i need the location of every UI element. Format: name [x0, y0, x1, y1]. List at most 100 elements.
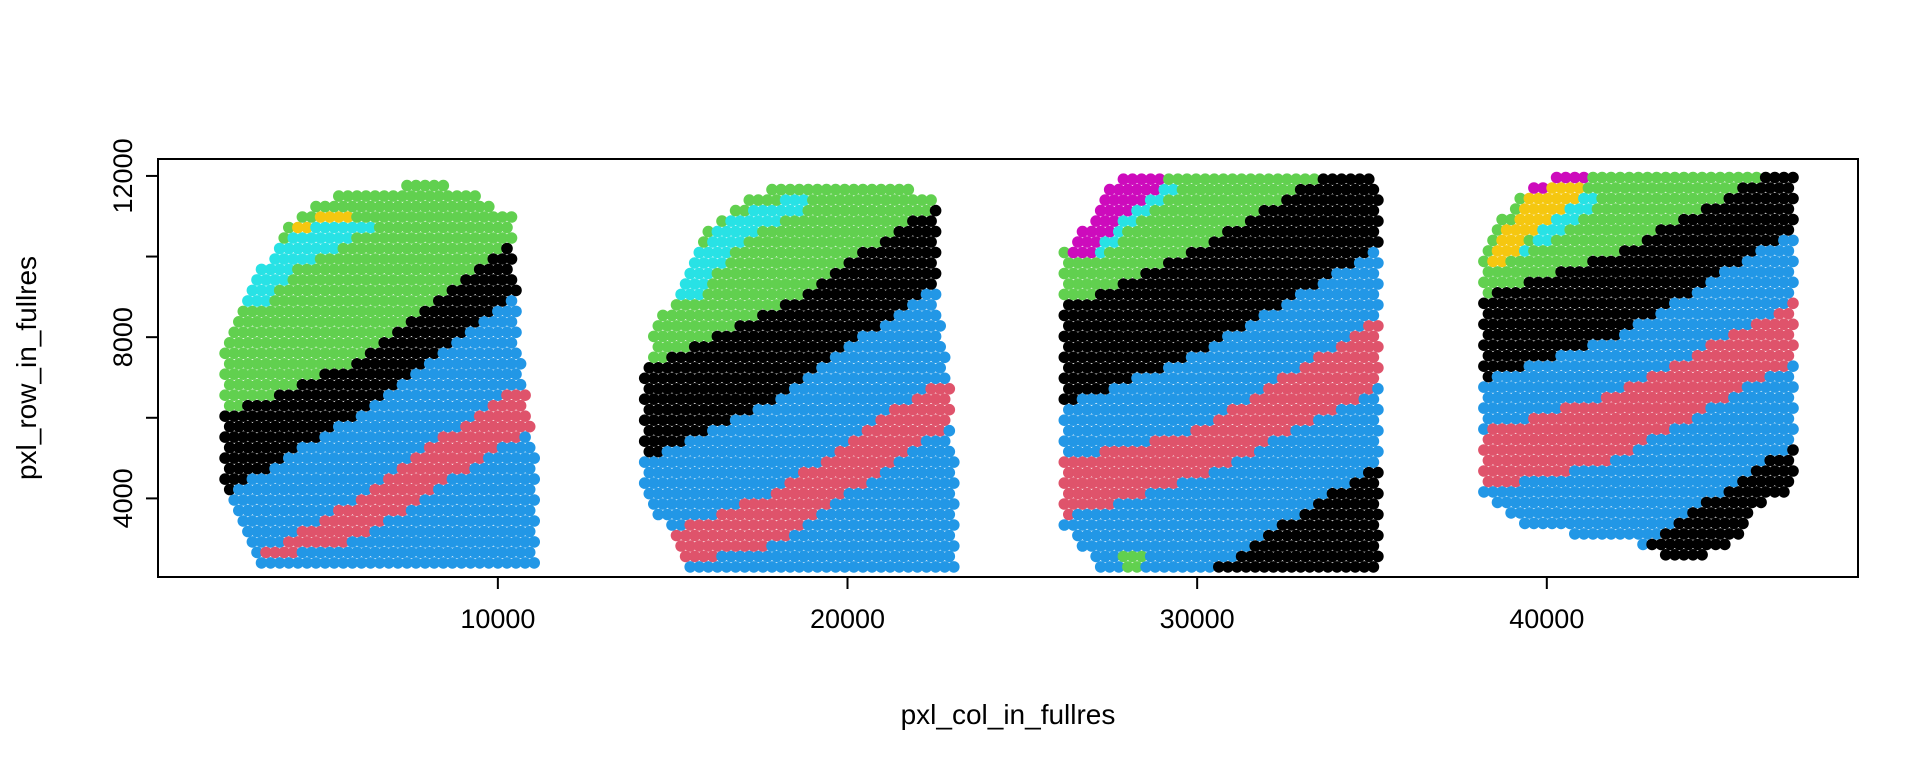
spot-point: [237, 368, 250, 381]
spot-point: [451, 274, 463, 286]
spot-point: [273, 494, 286, 506]
spot-point: [319, 263, 331, 276]
spot-point: [246, 389, 259, 402]
spot-point: [355, 452, 368, 464]
spot-point: [496, 316, 509, 328]
spot-point: [460, 483, 472, 496]
spot-point: [501, 263, 513, 276]
spot-point: [492, 305, 504, 318]
spot-point: [351, 316, 363, 328]
spot-point: [1372, 299, 1384, 311]
spot-point: [396, 211, 409, 223]
spot-point: [373, 200, 386, 213]
spot-point: [510, 389, 522, 402]
spot-point: [383, 200, 395, 213]
spot-point: [342, 190, 354, 202]
spot-point: [446, 410, 459, 423]
spot-point: [451, 295, 463, 307]
spot-point: [264, 263, 277, 276]
spot-point: [351, 483, 363, 496]
spot-point: [296, 253, 309, 265]
spot-point: [1372, 341, 1384, 353]
spot-point: [283, 326, 295, 339]
spot-point: [283, 557, 295, 569]
spot-point: [496, 358, 509, 370]
spot-point: [283, 515, 295, 527]
spot-point: [428, 347, 441, 360]
spot-point: [364, 347, 377, 360]
spot-point: [505, 211, 518, 223]
spot-point: [223, 337, 236, 349]
spot-point: [510, 410, 522, 423]
spot-point: [396, 546, 409, 559]
spot-point: [433, 462, 445, 475]
spot-point: [323, 525, 336, 538]
spot-point: [283, 389, 295, 402]
spot-point: [246, 347, 259, 360]
spot-point: [378, 253, 391, 265]
spot-point: [242, 316, 254, 328]
spot-point: [483, 452, 495, 464]
spot-point: [496, 441, 509, 454]
spot-point: [242, 483, 254, 496]
spot-point: [383, 347, 395, 360]
spot-point: [310, 263, 322, 276]
spot-point: [419, 179, 431, 192]
spot-point: [351, 420, 363, 433]
spot-point: [410, 452, 422, 464]
spot-point: [455, 221, 468, 234]
spot-point: [319, 452, 331, 464]
spot-point: [223, 358, 236, 370]
spot-point: [392, 473, 404, 485]
spot-point: [469, 358, 481, 370]
spot-point: [934, 320, 946, 332]
spot-point: [360, 462, 372, 475]
spot-point: [473, 326, 486, 339]
spot-point: [410, 284, 422, 297]
spot-point: [473, 431, 486, 443]
spot-point: [455, 536, 468, 548]
spot-point: [342, 232, 354, 244]
spot-point: [283, 410, 295, 423]
spot-point: [419, 221, 431, 234]
spot-point: [269, 462, 281, 475]
spot-point: [442, 295, 454, 307]
spot-point: [1367, 309, 1380, 322]
spot-point: [242, 441, 254, 454]
spot-point: [405, 399, 418, 412]
spot-point: [387, 211, 400, 223]
spot-point: [355, 473, 368, 485]
spot-point: [757, 561, 769, 573]
spot-point: [378, 274, 391, 286]
spot-point: [314, 378, 327, 391]
spot-point: [451, 232, 463, 244]
spot-point: [296, 399, 309, 412]
spot-point: [310, 410, 322, 423]
spot-point: [1782, 182, 1795, 194]
spot-point: [528, 557, 540, 569]
spot-point: [287, 295, 300, 307]
spot-point: [505, 504, 518, 517]
spot-point: [310, 200, 322, 213]
spot-point: [492, 326, 504, 339]
spot-point: [319, 410, 331, 423]
spot-point: [405, 295, 418, 307]
spot-point: [943, 487, 956, 500]
spot-point: [405, 525, 418, 538]
spot-point: [346, 200, 359, 213]
spot-point: [314, 211, 327, 223]
spot-point: [460, 358, 472, 370]
spot-point: [442, 190, 454, 202]
spot-point: [246, 515, 259, 527]
spot-point: [328, 347, 341, 360]
spot-point: [523, 462, 536, 475]
spot-point: [1367, 372, 1380, 385]
spot-point: [396, 462, 409, 475]
spot-point: [392, 452, 404, 464]
spot-point: [260, 546, 272, 559]
spot-point: [373, 452, 386, 464]
spot-point: [948, 477, 960, 489]
spot-point: [283, 263, 295, 276]
spot-point: [337, 326, 350, 339]
spot-point: [246, 473, 259, 485]
